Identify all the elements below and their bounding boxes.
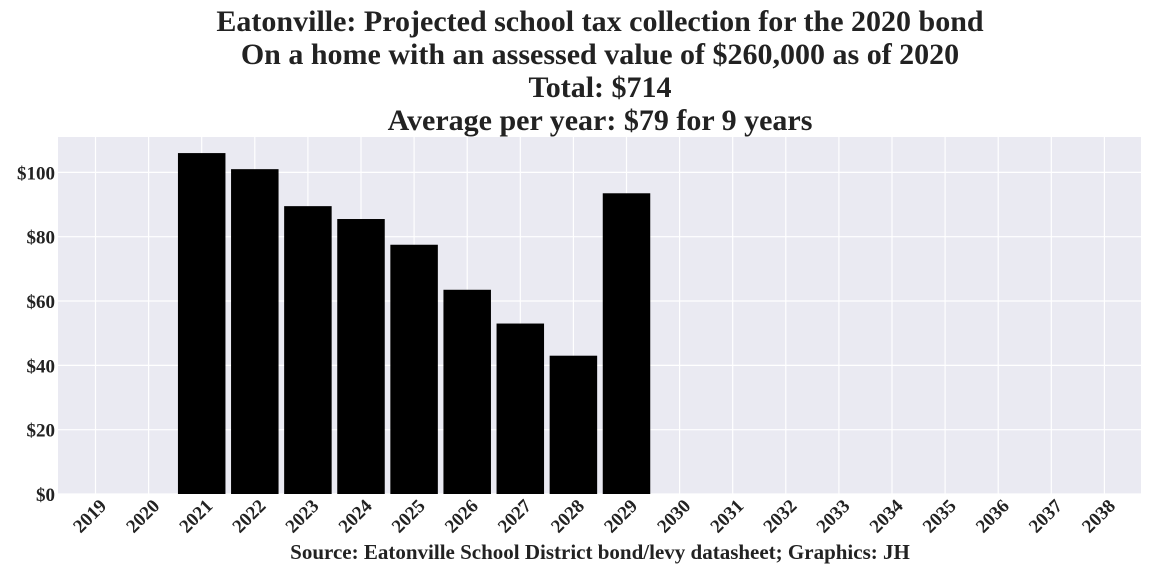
x-tick-label: 2022	[229, 496, 271, 538]
y-tick-label: $60	[27, 292, 56, 313]
bar-2026	[443, 289, 491, 494]
bars	[177, 153, 651, 494]
chart-title: Eatonville: Projected school tax collect…	[216, 5, 983, 137]
bar-2024	[337, 219, 385, 494]
bar-2028	[549, 355, 598, 494]
x-tick-label: 2032	[760, 496, 802, 538]
x-tick-label: 2019	[69, 496, 111, 538]
x-axis-tick-labels: 2019 2020 2021 2022 2023 2024 2025 2026 2027 2028…	[69, 495, 1120, 537]
bar-2029	[602, 193, 651, 494]
bar-2022	[231, 169, 279, 494]
bar-2021	[177, 153, 226, 494]
x-tick-label: 2036	[972, 496, 1014, 538]
bar-2023	[284, 206, 332, 494]
x-tick-label: 2025	[388, 496, 430, 538]
x-tick-label: 2035	[919, 496, 961, 538]
x-tick-label: 2037	[1025, 495, 1067, 537]
chart-title-line-1: Eatonville: Projected school tax collect…	[216, 5, 983, 38]
x-tick-label: 2024	[335, 495, 377, 537]
x-tick-label: 2021	[176, 496, 218, 538]
y-tick-label: $40	[27, 356, 56, 377]
x-axis-label: Source: Eatonville School District bond/…	[290, 540, 910, 564]
x-tick-label: 2028	[547, 496, 589, 538]
x-tick-label: 2031	[707, 496, 749, 538]
x-tick-label: 2020	[122, 496, 164, 538]
x-tick-label: 2027	[494, 495, 536, 537]
x-tick-label: 2033	[813, 496, 855, 538]
bar-2027	[496, 323, 545, 494]
x-tick-label: 2029	[600, 496, 642, 538]
chart-title-line-4: Average per year: $79 for 9 years	[388, 104, 813, 137]
x-tick-label: 2023	[282, 496, 324, 538]
x-tick-label: 2034	[866, 495, 908, 537]
x-tick-label: 2026	[441, 496, 483, 538]
y-axis-tick-labels: $0 $20 $40 $60 $80 $100	[17, 163, 55, 506]
y-tick-label: $80	[27, 228, 56, 249]
x-tick-label: 2038	[1078, 496, 1120, 538]
bar-2025	[390, 244, 438, 494]
y-tick-label: $100	[17, 163, 55, 184]
chart-title-line-2: On a home with an assessed value of $260…	[241, 38, 959, 71]
chart-title-line-3: Total: $714	[528, 71, 671, 104]
y-tick-label: $0	[36, 485, 55, 506]
y-tick-label: $20	[27, 421, 56, 442]
x-tick-label: 2030	[653, 496, 695, 538]
